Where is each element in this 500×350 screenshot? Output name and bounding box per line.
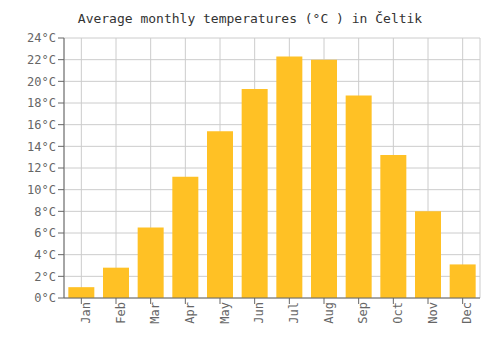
- svg-text:24°C: 24°C: [27, 31, 56, 45]
- svg-text:Sep: Sep: [356, 302, 370, 324]
- svg-text:6°C: 6°C: [34, 226, 56, 240]
- svg-text:Feb: Feb: [114, 302, 128, 324]
- svg-text:20°C: 20°C: [27, 75, 56, 89]
- svg-text:0°C: 0°C: [34, 291, 56, 305]
- svg-text:4°C: 4°C: [34, 248, 56, 262]
- svg-text:May: May: [218, 302, 232, 324]
- svg-text:Oct: Oct: [391, 302, 405, 324]
- svg-text:22°C: 22°C: [27, 53, 56, 67]
- svg-text:Dec: Dec: [460, 302, 474, 324]
- svg-text:Apr: Apr: [183, 302, 197, 324]
- svg-text:18°C: 18°C: [27, 96, 56, 110]
- svg-text:Jan: Jan: [79, 302, 93, 324]
- svg-text:Aug: Aug: [322, 302, 336, 324]
- svg-text:12°C: 12°C: [27, 161, 56, 175]
- svg-text:Mar: Mar: [148, 302, 162, 324]
- svg-text:8°C: 8°C: [34, 205, 56, 219]
- svg-text:Jun: Jun: [252, 302, 266, 324]
- svg-text:Jul: Jul: [287, 302, 301, 324]
- svg-text:16°C: 16°C: [27, 118, 56, 132]
- html-text:Average monthly temperatures (: Average monthly temperatures (°C ) in Če…: [77, 11, 423, 26]
- svg-text:14°C: 14°C: [27, 140, 56, 154]
- svg-text:10°C: 10°C: [27, 183, 56, 197]
- svg-text:2°C: 2°C: [34, 270, 56, 284]
- svg-text:Nov: Nov: [426, 302, 440, 324]
